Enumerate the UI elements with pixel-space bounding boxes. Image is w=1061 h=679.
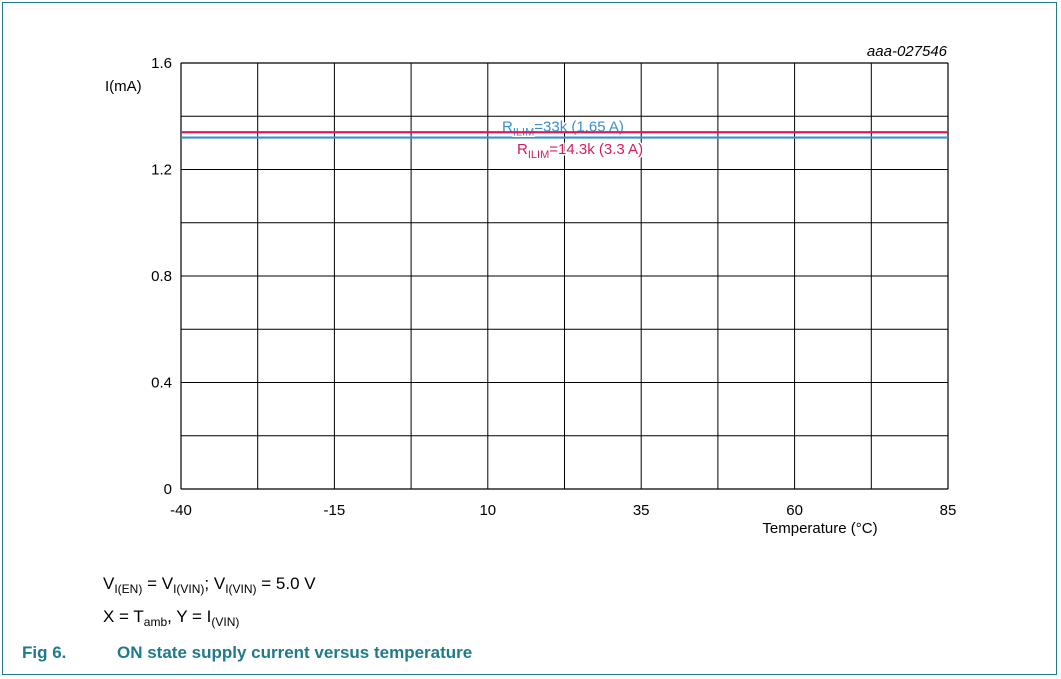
- figure-caption: Fig 6. ON state supply current versus tem…: [22, 643, 472, 663]
- y-tick-label: 1.2: [151, 162, 172, 179]
- x-tick-label: -40: [170, 502, 192, 519]
- x-tick-label: 85: [940, 502, 957, 519]
- chart-grid: [180, 62, 949, 490]
- y-axis-label: I(mA): [105, 78, 142, 95]
- y-tick-label: 0.4: [151, 375, 172, 392]
- conditions-line-1: VI(EN) = VI(VIN); VI(VIN) = 5.0 V: [103, 574, 316, 596]
- figure-title: ON state supply current versus temperatu…: [117, 643, 473, 662]
- y-tick-label: 0: [164, 481, 172, 498]
- series-label: RILIM=33k (1.65 A): [502, 119, 624, 139]
- x-tick-label: 10: [479, 502, 496, 519]
- chart-series: RILIM=33k (1.65 A)RILIM=14.3k (3.3 A): [181, 117, 948, 163]
- x-tick-label: -15: [324, 502, 346, 519]
- conditions-line-2: X = Tamb, Y = I(VIN): [103, 607, 240, 629]
- y-tick-label: 1.6: [151, 55, 172, 72]
- chart-ticks: -40 -15 10 35 60 85 0 0.4 0.8 1.2 1.6: [151, 55, 956, 519]
- x-axis-label: Temperature (°C): [762, 520, 877, 537]
- figure-number: Fig 6.: [22, 643, 67, 662]
- x-tick-label: 35: [633, 502, 650, 519]
- x-tick-label: 60: [786, 502, 803, 519]
- series-label: RILIM=14.3k (3.3 A): [517, 141, 643, 161]
- chart-reference-id: aaa-027546: [867, 43, 948, 60]
- y-tick-label: 0.8: [151, 268, 172, 285]
